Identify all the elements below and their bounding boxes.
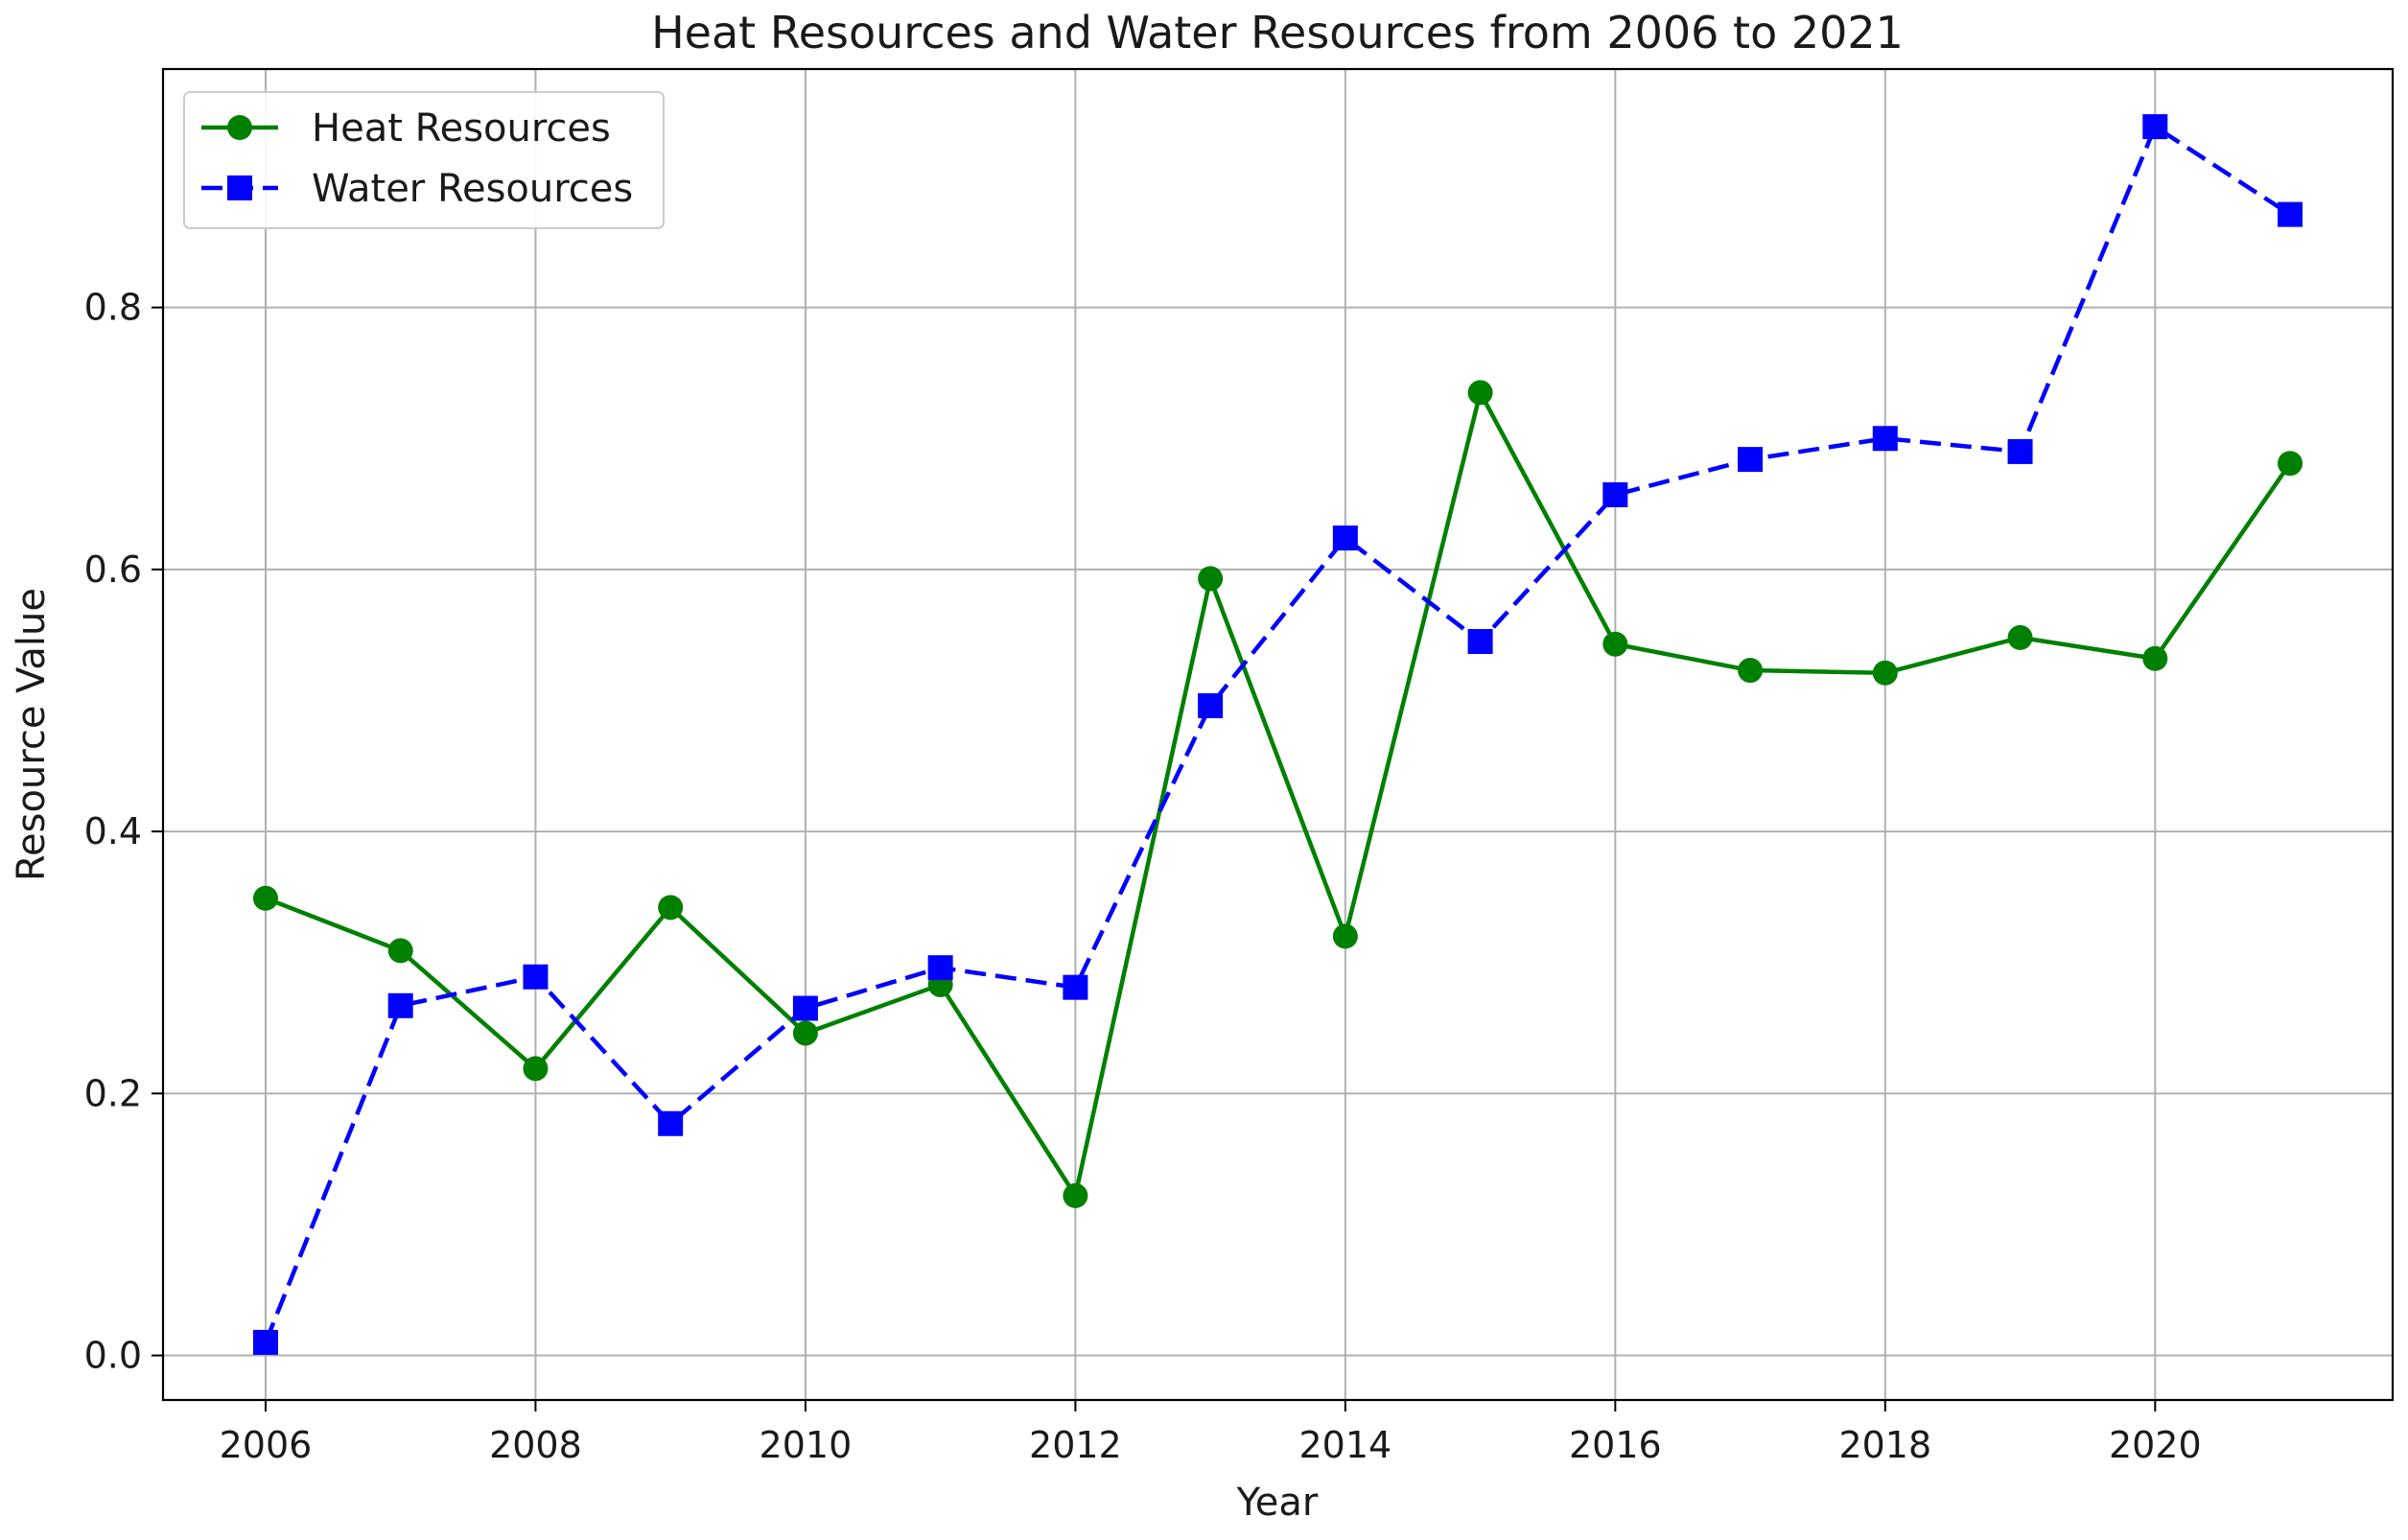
water-resources-point [1198,692,1224,718]
y-tick-label: 0.2 [84,1072,142,1114]
water-resources-point [523,964,549,990]
water-resources-point [1872,426,1898,452]
water-resources-point [792,995,818,1021]
series-layer [252,114,2303,1355]
heat-resources-point [2007,624,2033,650]
x-tick-label: 2020 [2109,1424,2202,1466]
water-resources-series [252,114,2303,1355]
x-tick-label: 2006 [220,1424,313,1466]
legend-heat-resources-label: Heat Resources [312,106,611,151]
x-tick-label: 2010 [760,1424,853,1466]
x-tick-label: 2008 [489,1424,582,1466]
heat-resources-point [252,885,278,911]
heat-resources-point [658,895,684,921]
heat-resources-point [1332,923,1358,949]
grid-lines [163,69,2393,1400]
water-resources-point [2007,438,2033,464]
heat-resources-point [1738,658,1764,684]
legend-box [183,91,665,229]
heat-resources-point [2142,645,2168,671]
heat-resources-point [1872,660,1898,686]
y-tick-label: 0.6 [84,548,142,591]
x-tick-label: 2016 [1569,1424,1662,1466]
water-resources-point [2278,201,2303,227]
heat-resources-point [523,1056,549,1082]
water-resources-point [1602,481,1628,507]
legend: Heat Resources Water Resources [183,91,665,229]
heat-resources-point [1467,380,1493,406]
x-tick-label: 2018 [1838,1424,1931,1466]
water-resources-point [1332,525,1358,551]
axes: 2006 2008 2010 2012 2014 2016 2018 2020 0.0 0.2 0.… [84,287,2202,1466]
x-axis-label: Year [1236,1481,1319,1525]
heat-resources-line [265,390,2292,1199]
water-resources-point [927,955,953,981]
legend-water-resources-label: Water Resources [312,167,633,211]
x-tick-label: 2014 [1299,1424,1392,1466]
water-resources-point [1467,629,1493,655]
water-resources-point [2142,114,2168,140]
water-resources-point [252,1329,278,1355]
heat-resources-point [1198,566,1224,592]
heat-resources-point [1063,1182,1088,1208]
y-tick-label: 0.0 [84,1335,142,1377]
y-tick-label: 0.8 [84,287,142,329]
heat-resources-point [1602,631,1628,657]
legend-heat-resources-marker [227,115,252,140]
legend-water-resources-marker [227,175,252,200]
heat-resources-point [2278,451,2303,477]
plot-area-frame [161,67,2395,1402]
chart-title: Heat Resources and Water Resources from … [651,7,1904,58]
water-resources-point [387,992,413,1018]
x-tick-label: 2012 [1029,1424,1122,1466]
heat-resources-point [387,938,413,964]
water-resources-point [1738,447,1764,473]
water-resources-point [1063,974,1088,1000]
water-resources-point [658,1110,684,1136]
y-tick-label: 0.4 [84,810,142,852]
heat-resources-point [792,1020,818,1046]
water-resources-line [263,124,2292,1343]
y-axis-label: Resource Value [10,588,54,881]
